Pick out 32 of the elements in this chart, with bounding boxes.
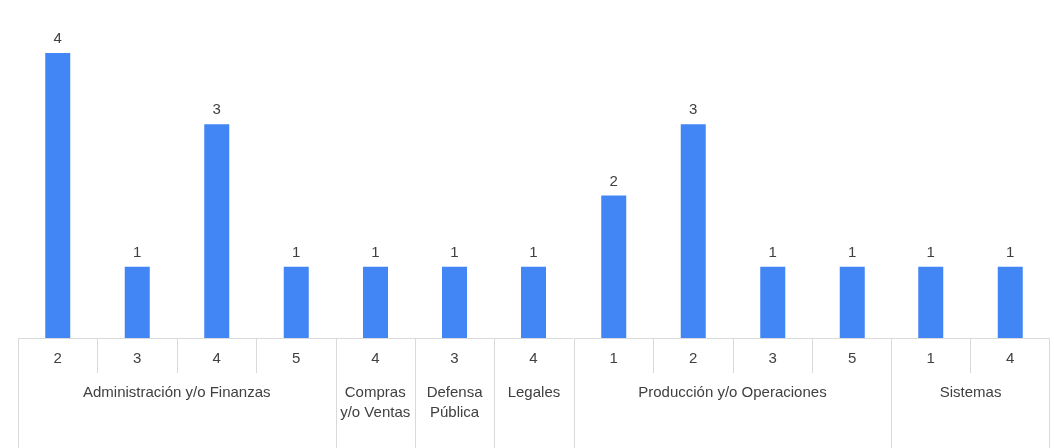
data-label: 1 — [133, 242, 142, 260]
data-label: 3 — [212, 100, 221, 118]
x-tick-label: 4 — [370, 349, 380, 366]
x-axis-title: Legales — [506, 382, 562, 402]
x-tick-label: 4 — [212, 349, 221, 366]
x-tick-label: 1 — [609, 349, 618, 366]
x-tick-label: 3 — [133, 349, 142, 366]
data-label: 1 — [529, 242, 538, 260]
x-axis-title: Defensa Pública — [425, 382, 484, 422]
data-label: 4 — [53, 29, 62, 46]
x-tick-label: 5 — [292, 349, 301, 366]
x-tick-label: 4 — [529, 349, 538, 366]
data-label: 1 — [1006, 242, 1015, 260]
data-label: 1 — [926, 242, 936, 260]
data-label: 3 — [688, 100, 698, 118]
data-label: 2 — [609, 171, 618, 189]
x-axis-title: Sistemas — [938, 382, 1003, 402]
x-tick-label: 3 — [768, 349, 777, 366]
x-tick-label: 3 — [450, 349, 459, 366]
x-tick-label: 1 — [926, 349, 936, 366]
x-axis-title: Administración y/o Finanzas — [81, 382, 272, 402]
x-tick-label: 4 — [1006, 349, 1015, 366]
x-axis-title: Producción y/o Operaciones — [637, 382, 828, 402]
x-tick-label: 2 — [688, 349, 698, 366]
data-label: 1 — [292, 242, 301, 260]
data-label: 1 — [370, 242, 380, 260]
data-label: 1 — [450, 242, 459, 260]
data-label: 1 — [847, 242, 857, 260]
x-tick-label: 2 — [53, 349, 62, 366]
data-label: 1 — [768, 242, 777, 260]
x-tick-label: 5 — [847, 349, 857, 366]
x-axis-title: Compras y/o Ventas — [339, 382, 412, 422]
